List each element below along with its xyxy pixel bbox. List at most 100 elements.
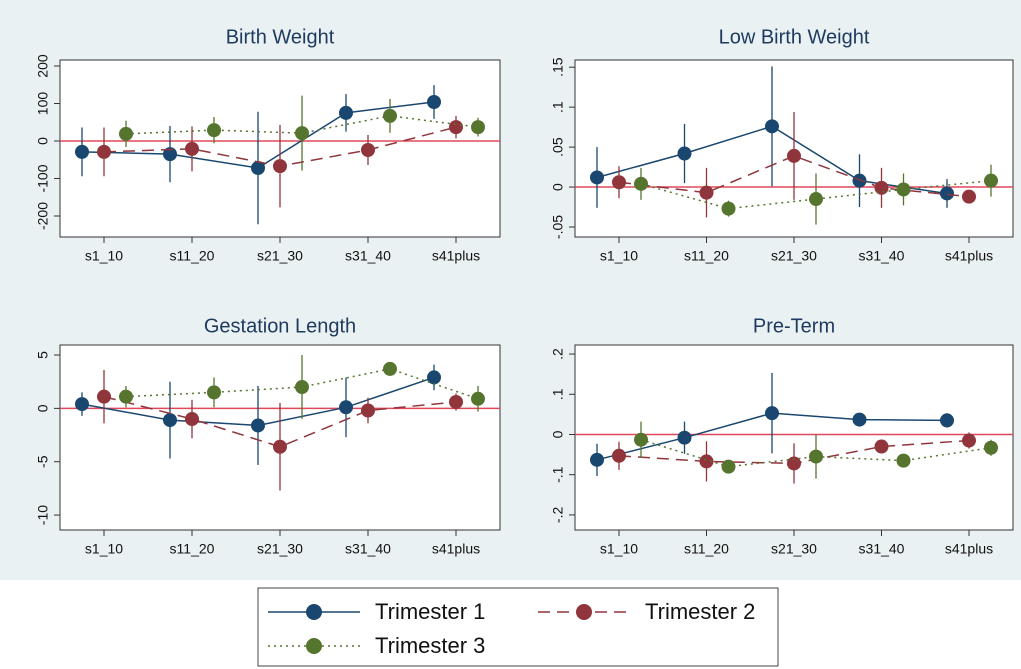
panel-title: Pre-Term xyxy=(753,315,835,337)
point xyxy=(612,175,626,190)
point xyxy=(787,148,801,163)
x-tick-label: s11_20 xyxy=(170,248,215,264)
y-tick-label: .2 xyxy=(550,348,566,360)
point xyxy=(339,105,353,120)
point xyxy=(361,403,375,418)
point xyxy=(699,185,714,200)
x-tick-label: s11_20 xyxy=(684,541,729,557)
point xyxy=(119,126,133,141)
point xyxy=(984,173,998,188)
x-tick-label: s21_30 xyxy=(771,541,817,557)
plot-area xyxy=(574,344,1014,531)
point xyxy=(852,173,867,188)
point xyxy=(273,159,287,174)
point xyxy=(251,418,265,433)
point xyxy=(677,146,692,161)
y-tick-label: 200 xyxy=(35,54,51,78)
x-tick-label: s31_40 xyxy=(345,248,391,264)
x-tick-label: s31_40 xyxy=(859,248,905,264)
point xyxy=(962,189,976,204)
point xyxy=(940,186,954,201)
point xyxy=(119,389,133,404)
point xyxy=(809,449,823,464)
panel-title: Low Birth Weight xyxy=(719,26,870,48)
point xyxy=(962,433,976,448)
point xyxy=(984,440,998,455)
y-tick-label: .15 xyxy=(550,57,566,77)
point xyxy=(634,176,648,191)
x-tick-label: s11_20 xyxy=(684,248,729,264)
legend-label: Trimester 3 xyxy=(375,633,485,658)
y-tick-label: -200 xyxy=(35,202,51,230)
y-tick-label: 0 xyxy=(35,137,51,145)
y-tick-label: 0 xyxy=(550,430,566,438)
point xyxy=(721,459,736,474)
point xyxy=(449,120,463,135)
x-tick-label: s41plus xyxy=(945,541,993,557)
y-tick-label: -100 xyxy=(35,164,51,192)
y-tick-label: .1 xyxy=(550,101,566,113)
y-tick-label: -.05 xyxy=(550,215,566,239)
point xyxy=(97,389,111,404)
legend-label: Trimester 2 xyxy=(645,599,755,624)
point xyxy=(295,380,309,395)
point xyxy=(163,413,177,428)
x-tick-label: s41plus xyxy=(432,248,480,264)
legend-marker xyxy=(306,638,322,654)
point xyxy=(97,144,111,159)
y-tick-label: -.1 xyxy=(550,466,566,483)
point xyxy=(427,370,441,385)
point xyxy=(449,394,463,409)
x-tick-label: s21_30 xyxy=(257,248,303,264)
point xyxy=(207,385,221,400)
point xyxy=(427,95,441,109)
y-tick-label: .05 xyxy=(550,137,566,157)
point xyxy=(339,400,353,415)
x-tick-label: s31_40 xyxy=(345,541,391,557)
point xyxy=(273,439,287,454)
point xyxy=(787,456,801,471)
legend-box xyxy=(257,587,779,667)
x-tick-label: s41plus xyxy=(432,541,480,557)
series-line xyxy=(640,438,992,468)
point xyxy=(185,412,199,427)
point xyxy=(383,361,397,376)
point xyxy=(207,123,221,138)
legend-marker xyxy=(306,604,322,620)
x-tick-label: s1_10 xyxy=(600,248,638,264)
x-tick-label: s21_30 xyxy=(771,248,817,264)
y-tick-label: -5 xyxy=(35,455,51,468)
panel-title: Birth Weight xyxy=(226,26,335,48)
point xyxy=(75,397,89,412)
point xyxy=(721,201,736,216)
point xyxy=(874,439,889,454)
y-tick-label: -10 xyxy=(35,505,51,525)
point xyxy=(361,143,375,157)
x-tick-label: s1_10 xyxy=(85,248,123,264)
x-tick-label: s41plus xyxy=(945,248,993,264)
point xyxy=(634,432,648,447)
point xyxy=(765,119,779,134)
legend-marker xyxy=(576,604,592,620)
point xyxy=(765,406,779,421)
y-tick-label: .1 xyxy=(550,388,566,400)
point xyxy=(471,120,485,135)
x-tick-label: s1_10 xyxy=(85,541,123,557)
point xyxy=(612,448,626,463)
panel-title: Gestation Length xyxy=(204,315,356,337)
series-line xyxy=(103,395,457,448)
y-tick-label: 5 xyxy=(35,351,51,359)
y-tick-label: 0 xyxy=(550,183,566,191)
series-line xyxy=(618,155,970,198)
point xyxy=(874,180,889,195)
point xyxy=(185,141,199,156)
point xyxy=(940,413,954,428)
y-tick-label: 100 xyxy=(35,92,51,116)
point xyxy=(896,453,911,468)
point xyxy=(75,144,89,159)
point xyxy=(896,182,911,197)
point xyxy=(163,147,177,162)
point xyxy=(295,126,309,141)
point xyxy=(677,430,692,445)
